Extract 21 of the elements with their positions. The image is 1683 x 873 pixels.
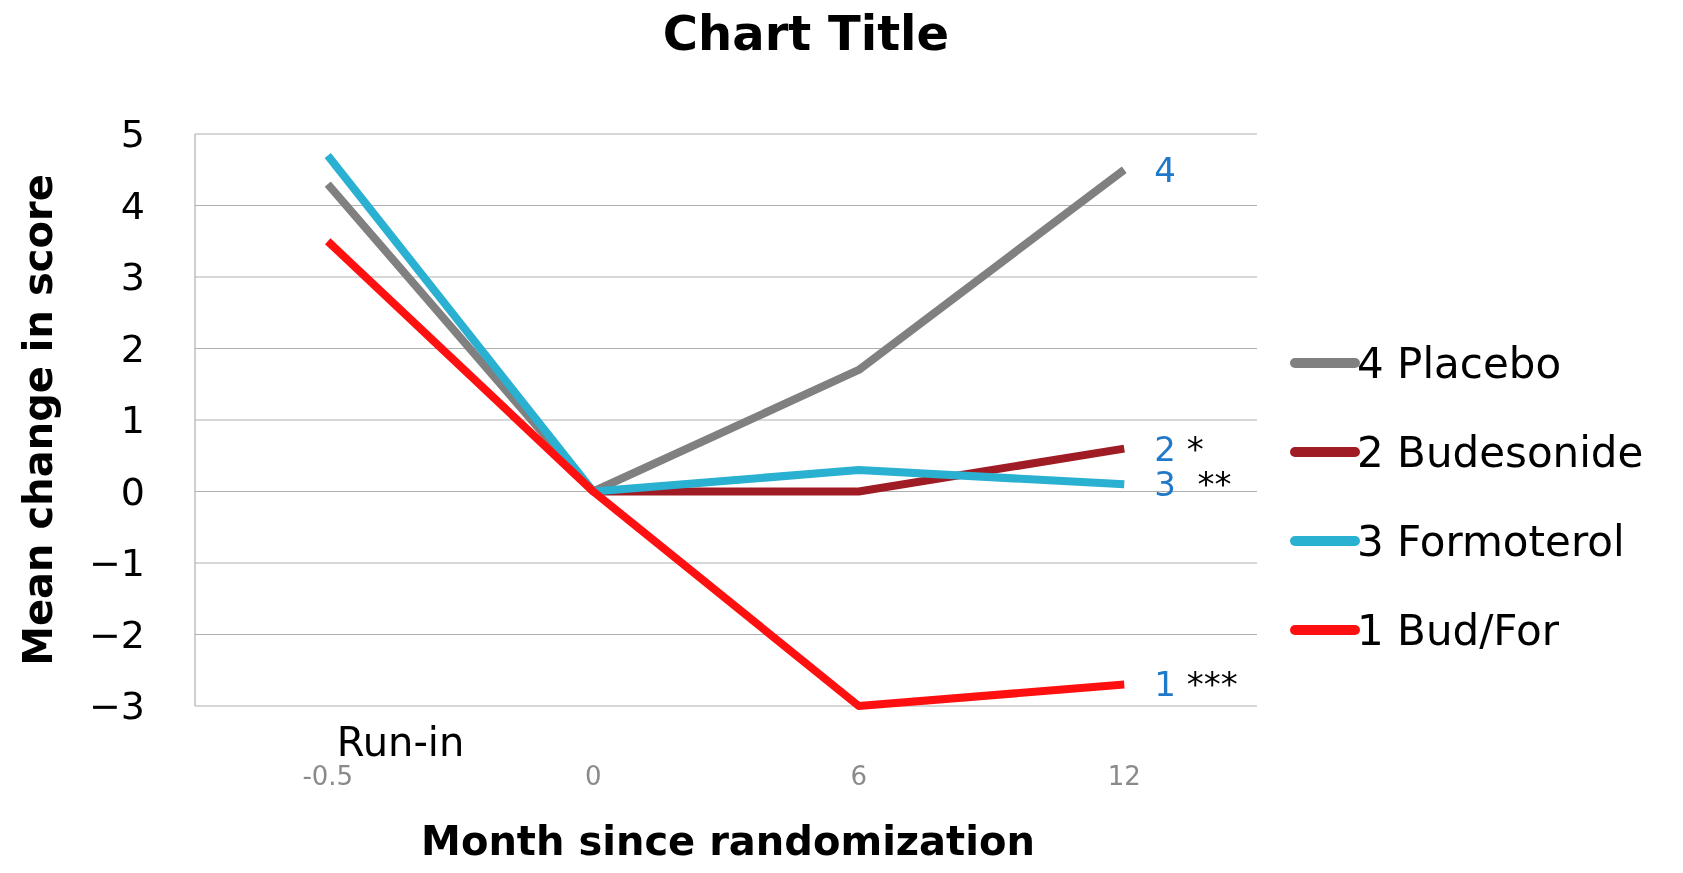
x-tick-label: 6 bbox=[850, 761, 868, 791]
y-tick-label: 2 bbox=[120, 326, 145, 371]
y-tick-label: −2 bbox=[88, 612, 145, 657]
y-axis-title: Mean change in score bbox=[15, 174, 61, 666]
legend-label: 1 Bud/For bbox=[1357, 605, 1560, 655]
chart-title: Chart Title bbox=[662, 5, 950, 61]
y-tick-label: 5 bbox=[120, 112, 145, 157]
y-tick-label: 1 bbox=[120, 398, 145, 443]
annotation: 1 *** bbox=[1154, 664, 1238, 705]
legend-label: 3 Formoterol bbox=[1357, 516, 1625, 566]
y-tick-label: −3 bbox=[88, 684, 145, 729]
y-tick-label: −1 bbox=[88, 541, 145, 586]
x-tick-label: 0 bbox=[584, 761, 602, 791]
y-tick-label: 0 bbox=[120, 469, 145, 514]
x-tick-label: 12 bbox=[1107, 761, 1141, 791]
y-tick-label: 4 bbox=[120, 183, 145, 228]
y-tick-label: 3 bbox=[120, 255, 145, 300]
legend-label: 2 Budesonide bbox=[1357, 427, 1644, 477]
legend-label: 4 Placebo bbox=[1357, 338, 1562, 388]
x-axis-title: Month since randomization bbox=[421, 818, 1035, 864]
annotation: 4 bbox=[1154, 149, 1176, 190]
